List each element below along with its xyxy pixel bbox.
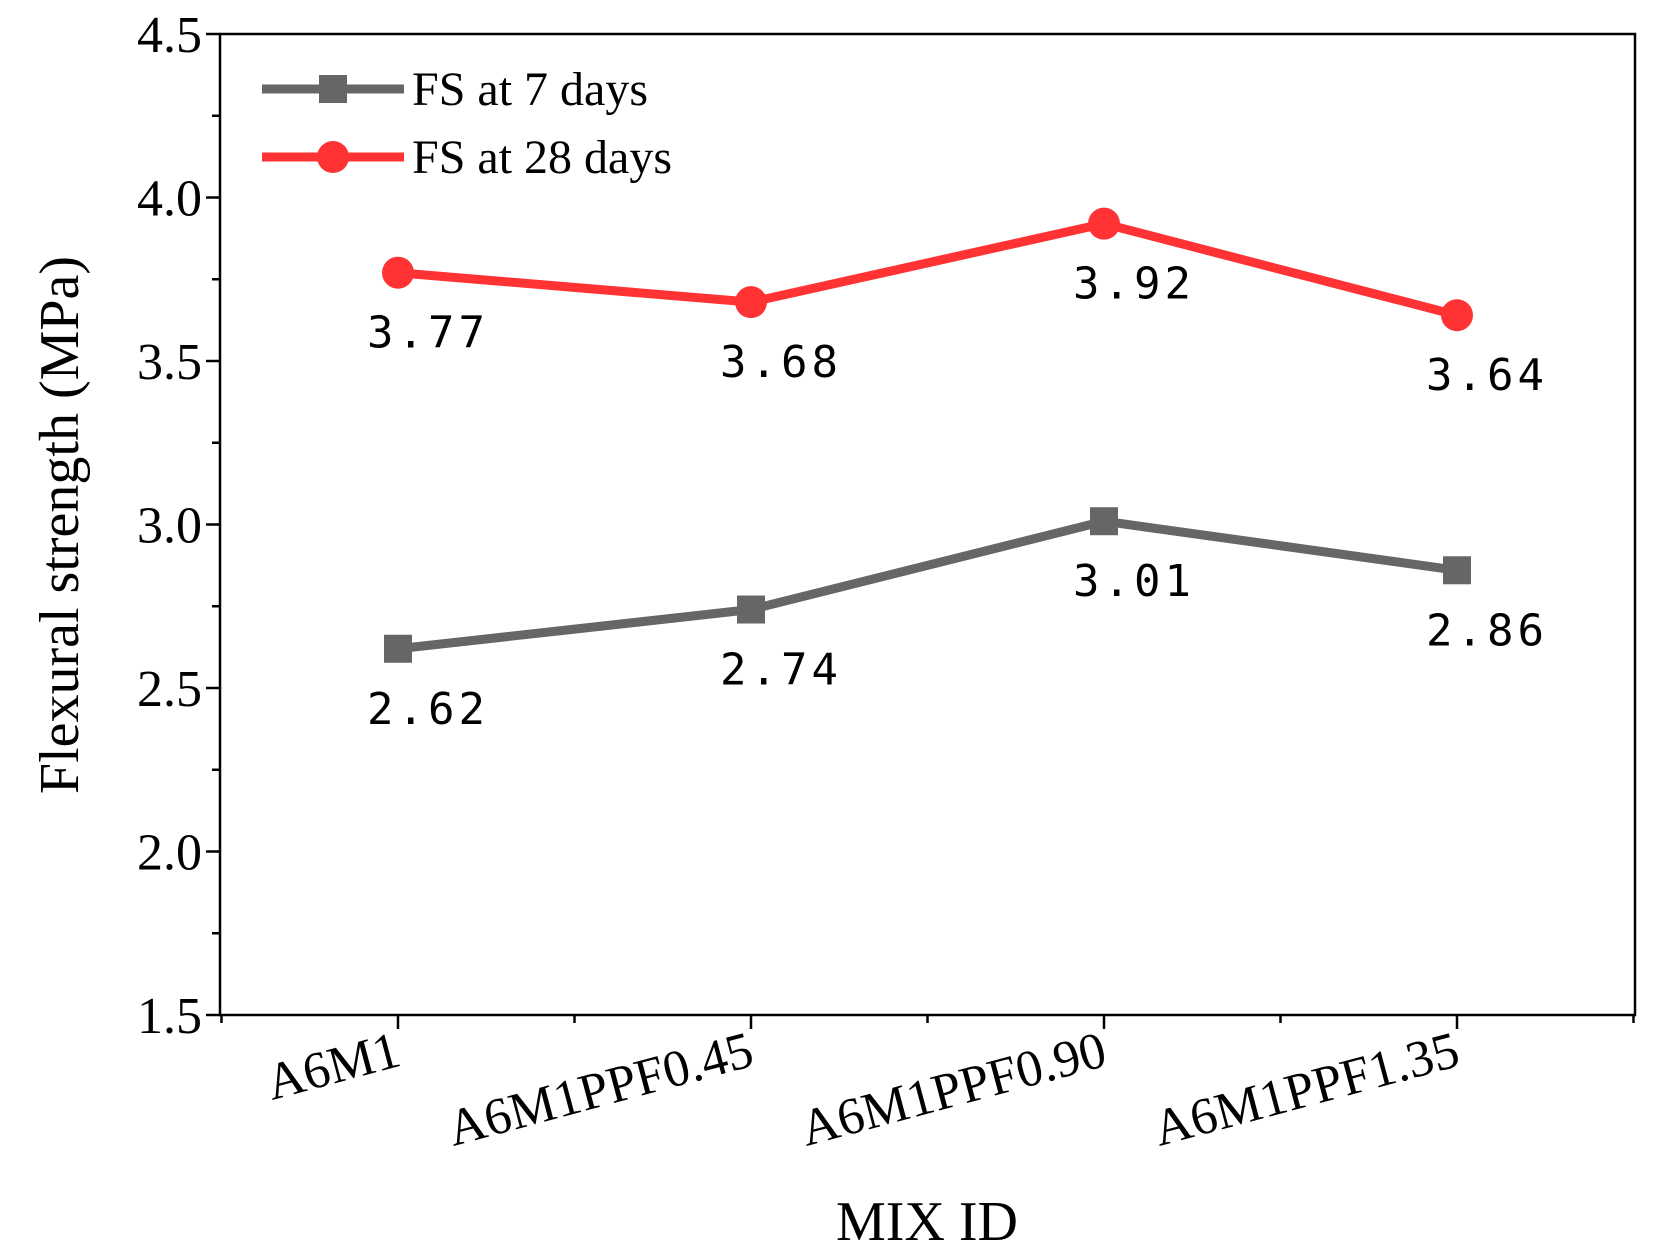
data-point-square <box>1443 556 1471 585</box>
data-point-circle <box>382 256 414 289</box>
data-point-circle <box>735 286 767 319</box>
x-axis: A6M1 A6M1PPF0.45 A6M1PPF0.90 A6M1PPF1.35 <box>220 1015 1635 1158</box>
data-point-square <box>737 595 765 624</box>
data-label: 3.64 <box>1426 350 1548 401</box>
legend-marker-circle <box>317 141 349 173</box>
y-tick-label: 1.5 <box>137 988 202 1045</box>
y-tick-label: 2.0 <box>137 825 202 882</box>
data-point-square <box>384 634 412 663</box>
data-point-circle <box>1088 207 1120 240</box>
data-label: 3.77 <box>367 308 489 359</box>
data-point-circle <box>1441 299 1473 332</box>
x-tick-label: A6M1PPF0.45 <box>441 1022 759 1158</box>
y-tick-label: 4.0 <box>137 171 202 228</box>
series-line <box>397 516 1458 654</box>
legend: FS at 7 days FS at 28 days <box>262 63 672 184</box>
y-tick-label: 2.5 <box>137 661 202 718</box>
y-tick-label: 4.5 <box>137 7 202 64</box>
series-1: 2.62 2.74 3.01 2.86 <box>367 507 1548 735</box>
x-tick-label: A6M1PPF0.90 <box>794 1022 1112 1158</box>
data-label: 2.86 <box>1426 605 1548 656</box>
legend-item: FS at 28 days <box>262 131 672 184</box>
data-label: 2.62 <box>367 684 489 735</box>
y-tick-label: 3.0 <box>137 498 202 555</box>
series-line <box>397 219 1459 320</box>
y-tick-label: 3.5 <box>137 334 202 391</box>
series-2: 3.77 3.68 3.92 3.64 <box>367 207 1548 401</box>
y-axis: 1.5 2.0 2.5 3.0 3.5 4.0 4.5 <box>137 7 220 1045</box>
data-label: 2.74 <box>720 645 842 696</box>
data-label: 3.01 <box>1073 556 1195 607</box>
x-tick-label: A6M1PPF1.35 <box>1147 1022 1465 1158</box>
x-tick-label: A6M1 <box>260 1022 406 1112</box>
data-point-square <box>1090 507 1118 536</box>
data-label: 3.92 <box>1073 259 1195 310</box>
legend-label: FS at 28 days <box>412 131 672 184</box>
y-axis-title: Flexural strength (MPa) <box>29 256 91 794</box>
x-axis-title: MIX ID <box>836 1191 1018 1248</box>
legend-marker-square <box>319 75 347 103</box>
legend-label: FS at 7 days <box>412 63 648 116</box>
data-label: 3.68 <box>720 337 842 388</box>
series-layer: 2.62 2.74 3.01 2.86 3.77 3.68 3.92 3.64 <box>367 207 1548 735</box>
legend-item: FS at 7 days <box>262 63 648 116</box>
